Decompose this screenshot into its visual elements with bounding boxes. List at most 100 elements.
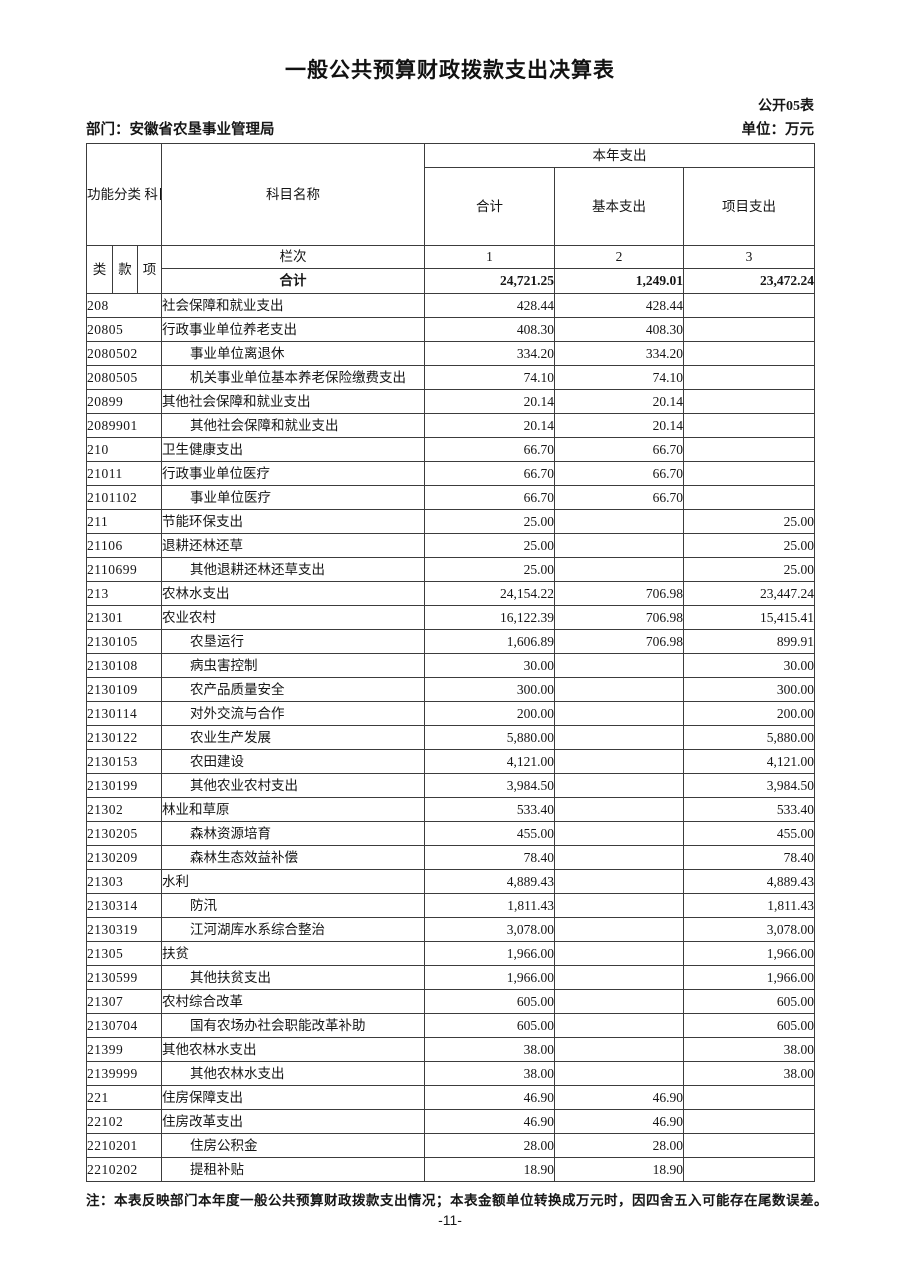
row-project: 25.00 — [683, 509, 816, 534]
table-row: 2089901 其他社会保障和就业支出 20.14 20.14 — [85, 413, 816, 438]
row-total: 300.00 — [424, 677, 556, 702]
table-row: 2080505 机关事业单位基本养老保险缴费支出 74.10 74.10 — [85, 365, 816, 390]
row-project: 23,447.24 — [683, 581, 816, 606]
row-code: 21011 — [85, 461, 163, 486]
row-project — [683, 461, 816, 486]
row-total: 28.00 — [424, 1133, 556, 1158]
row-subject-name: 机关事业单位基本养老保险缴费支出 — [161, 365, 426, 390]
row-project — [683, 1157, 816, 1182]
table-row: 2130199 其他农业农村支出 3,984.50 3,984.50 — [85, 773, 816, 798]
table-row: 221 住房保障支出 46.90 46.90 — [85, 1085, 816, 1110]
row-basic — [554, 701, 685, 726]
row-project — [683, 341, 816, 366]
row-total: 24,154.22 — [424, 581, 556, 606]
row-total: 1,966.00 — [424, 941, 556, 966]
row-project: 30.00 — [683, 653, 816, 678]
row-code: 21302 — [85, 797, 163, 822]
row-subject-name: 扶贫 — [161, 941, 426, 966]
row-project: 605.00 — [683, 989, 816, 1014]
table-header: 功能分类 科目编码 科目名称 本年支出 合计 基本支出 项目支出 类 款 项 栏… — [85, 143, 816, 294]
row-total: 18.90 — [424, 1157, 556, 1182]
row-total: 38.00 — [424, 1061, 556, 1086]
table-row: 2130108 病虫害控制 30.00 30.00 — [85, 653, 816, 678]
row-code: 221 — [85, 1085, 163, 1110]
row-total: 25.00 — [424, 557, 556, 582]
row-basic — [554, 725, 685, 750]
row-subject-name: 其他社会保障和就业支出 — [161, 413, 426, 438]
row-subject-name: 农业生产发展 — [161, 725, 426, 750]
footnote: 注：本表反映部门本年度一般公共预算财政拨款支出情况；本表金额单位转换成万元时，因… — [86, 1193, 828, 1208]
row-project: 25.00 — [683, 533, 816, 558]
row-total: 66.70 — [424, 437, 556, 462]
row-total: 408.30 — [424, 317, 556, 342]
row-subject-name: 其他退耕还林还草支出 — [161, 557, 426, 582]
row-code: 2130199 — [85, 773, 163, 798]
row-subject-name: 行政事业单位养老支出 — [161, 317, 426, 342]
row-subject-name: 农业农村 — [161, 605, 426, 630]
row-code: 210 — [85, 437, 163, 462]
row-total: 605.00 — [424, 1013, 556, 1038]
row-code: 20805 — [85, 317, 163, 342]
grand-total-basic: 1,249.01 — [554, 268, 685, 294]
row-project: 15,415.41 — [683, 605, 816, 630]
table-row: 20805 行政事业单位养老支出 408.30 408.30 — [85, 317, 816, 342]
column-header-project: 项目支出 — [683, 167, 816, 246]
row-code: 21399 — [85, 1037, 163, 1062]
row-total: 38.00 — [424, 1037, 556, 1062]
row-total: 1,966.00 — [424, 965, 556, 990]
row-code: 2130205 — [85, 821, 163, 846]
row-code: 22102 — [85, 1109, 163, 1134]
subject-name-header: 科目名称 — [161, 143, 426, 246]
row-project: 1,966.00 — [683, 941, 816, 966]
row-basic: 66.70 — [554, 461, 685, 486]
table-row: 2130114 对外交流与合作 200.00 200.00 — [85, 701, 816, 726]
row-project: 4,121.00 — [683, 749, 816, 774]
table-row: 21399 其他农林水支出 38.00 38.00 — [85, 1037, 816, 1062]
row-basic — [554, 749, 685, 774]
row-subject-name: 其他农林水支出 — [161, 1037, 426, 1062]
row-code: 2130314 — [85, 893, 163, 918]
row-total: 533.40 — [424, 797, 556, 822]
row-total: 455.00 — [424, 821, 556, 846]
row-basic — [554, 509, 685, 534]
row-code: 21305 — [85, 941, 163, 966]
row-basic — [554, 653, 685, 678]
row-project: 533.40 — [683, 797, 816, 822]
row-project: 5,880.00 — [683, 725, 816, 750]
row-total: 428.44 — [424, 293, 556, 318]
row-basic: 428.44 — [554, 293, 685, 318]
row-subject-name: 事业单位离退休 — [161, 341, 426, 366]
table-row: 2210202 提租补贴 18.90 18.90 — [85, 1157, 816, 1182]
row-project: 1,966.00 — [683, 965, 816, 990]
table-row: 208 社会保障和就业支出 428.44 428.44 — [85, 293, 816, 318]
row-project: 899.91 — [683, 629, 816, 654]
row-code: 2130153 — [85, 749, 163, 774]
row-subject-name: 森林资源培育 — [161, 821, 426, 846]
table-row: 2130105 农垦运行 1,606.89 706.98 899.91 — [85, 629, 816, 654]
document-content: 一般公共预算财政拨款支出决算表 公开05表 部门：安徽省农垦事业管理局 单位：万… — [85, 0, 828, 1228]
row-total: 3,078.00 — [424, 917, 556, 942]
row-basic — [554, 917, 685, 942]
row-total: 4,121.00 — [424, 749, 556, 774]
row-basic: 408.30 — [554, 317, 685, 342]
row-subject-name: 农田建设 — [161, 749, 426, 774]
row-total: 605.00 — [424, 989, 556, 1014]
table-row: 20899 其他社会保障和就业支出 20.14 20.14 — [85, 389, 816, 414]
row-code: 2089901 — [85, 413, 163, 438]
row-total: 30.00 — [424, 653, 556, 678]
table-body: 208 社会保障和就业支出 428.44 428.44 20805 行政事业单位养老支出 4… — [85, 293, 816, 1182]
column-header-total: 合计 — [424, 167, 556, 246]
row-basic — [554, 1037, 685, 1062]
row-total: 5,880.00 — [424, 725, 556, 750]
row-code: 2101102 — [85, 485, 163, 510]
row-subject-name: 退耕还林还草 — [161, 533, 426, 558]
table-row: 2130209 森林生态效益补偿 78.40 78.40 — [85, 845, 816, 870]
row-project: 38.00 — [683, 1061, 816, 1086]
table-row: 21302 林业和草原 533.40 533.40 — [85, 797, 816, 822]
table-row: 2130109 农产品质量安全 300.00 300.00 — [85, 677, 816, 702]
table-row: 2130319 江河湖库水系综合整治 3,078.00 3,078.00 — [85, 917, 816, 942]
row-project — [683, 1133, 816, 1158]
row-code: 2210201 — [85, 1133, 163, 1158]
form-code-label: 公开05表 — [758, 99, 814, 114]
